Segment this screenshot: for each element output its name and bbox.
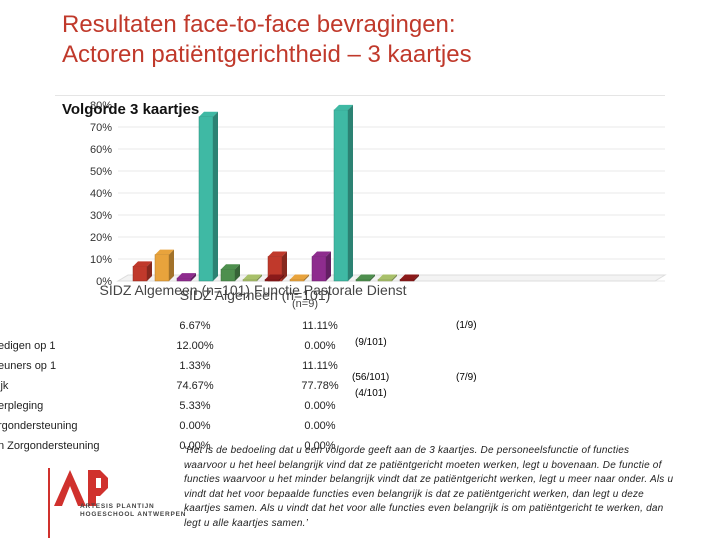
bar <box>176 277 192 282</box>
bar-top <box>177 273 196 279</box>
chart-title: Volgorde 3 kaartjes <box>62 101 199 118</box>
table-row: n Zorgondersteuning 0.00% 0.00% <box>0 440 720 458</box>
bar-top <box>221 264 240 270</box>
cell-pastoral: 0.00% <box>304 340 336 352</box>
cell-sidz: 12.00% <box>176 340 214 352</box>
ap-logo <box>48 468 108 538</box>
table-row: euners op 1 1.33% 11.11% <box>0 360 720 378</box>
y-tick-label: 40% <box>90 188 112 200</box>
row-label: rgondersteuning <box>0 420 78 432</box>
x-tick-label: SIDZ Algemeen (n=101) <box>180 287 331 303</box>
cell-pastoral: 11.11% <box>302 320 338 332</box>
count-sidz: (9/101) <box>355 337 387 348</box>
bar-top <box>290 274 309 280</box>
cell-sidz: 6.67% <box>179 320 211 332</box>
bar-top <box>133 261 152 267</box>
y-tick-label: 30% <box>90 210 112 222</box>
row-label: euners op 1 <box>0 360 57 372</box>
count-sidz: (56/101) <box>352 372 390 383</box>
bar <box>132 266 148 282</box>
bar-top <box>243 274 262 280</box>
count-pastoral: (1/9) <box>456 320 477 331</box>
bar-side <box>235 264 240 281</box>
bar-top <box>265 274 284 280</box>
logo-wordmark: ARTESIS PLANTIJN HOGESCHOOL ANTWERPEN <box>80 503 186 519</box>
count-pastoral: (7/9) <box>456 372 477 383</box>
bar-side <box>392 274 397 281</box>
bar-side <box>282 251 287 281</box>
bar-top <box>312 251 331 257</box>
bar-side <box>147 261 152 281</box>
y-tick-label: 80% <box>90 100 112 112</box>
row-label: erpleging <box>0 400 44 412</box>
table-row: erpleging 5.33% 0.00% <box>0 400 720 418</box>
slide-title-line1: Resultaten face-to-face bevragingen: <box>62 11 456 38</box>
y-tick-label: 20% <box>90 232 112 244</box>
cell-pastoral: 11.11% <box>302 360 338 372</box>
cell-pastoral: 0.00% <box>304 420 336 432</box>
divider <box>55 95 665 96</box>
table-row: rgondersteuning 0.00% 0.00% <box>0 420 720 438</box>
bar-side <box>213 111 218 281</box>
bar <box>289 279 305 282</box>
bar <box>399 279 415 282</box>
cell-sidz: 5.33% <box>179 400 211 412</box>
slide-title-line2: Actoren patiëntgerichtheid – 3 kaartjes <box>62 41 472 68</box>
logo-letter-a <box>54 470 86 506</box>
bar <box>198 116 214 282</box>
cell-sidz: 0.00% <box>179 440 211 452</box>
cell-pastoral: 0.00% <box>304 400 336 412</box>
bar-top <box>400 274 419 280</box>
bar-side <box>326 251 331 281</box>
bar-side <box>304 274 309 281</box>
bar-top <box>356 274 375 280</box>
logo-line2: HOGESCHOOL ANTWERPEN <box>80 511 187 518</box>
bar-side <box>370 274 375 281</box>
bar-top <box>378 274 397 280</box>
bar-side <box>191 273 196 281</box>
bar <box>377 279 393 282</box>
slide-title: Resultaten face-to-face bevragingen: Act… <box>62 10 472 70</box>
cell-sidz: 1.33% <box>179 360 211 372</box>
row-label: n Zorgondersteuning <box>0 440 100 452</box>
bar-side <box>414 274 419 281</box>
bar-side <box>348 104 353 281</box>
bar <box>355 279 371 282</box>
table-row: ijk 74.67% 77.78% <box>0 380 720 398</box>
cell-pastoral: 77.78% <box>301 380 339 392</box>
bar-side <box>257 274 262 281</box>
row-label: ijk <box>0 380 9 392</box>
count-sidz: (4/101) <box>355 388 387 399</box>
logo-bar <box>48 468 50 538</box>
y-tick-label: 70% <box>90 122 112 134</box>
cell-sidz: 0.00% <box>179 420 211 432</box>
bar-top <box>268 251 287 257</box>
bar-top <box>155 249 174 255</box>
y-tick-label: 10% <box>90 254 112 266</box>
x-tick-label: (n=9) <box>292 298 318 310</box>
bar <box>311 256 327 282</box>
bar <box>220 269 236 282</box>
x-tick-label: SIDZ Algemeen (n=101) Functie Pastorale … <box>100 282 407 298</box>
bar-top <box>334 104 353 110</box>
bar-top <box>199 111 218 117</box>
bar <box>154 254 170 282</box>
cell-pastoral: 0.00% <box>304 440 336 452</box>
row-label: edigen op 1 <box>0 340 56 352</box>
y-tick-label: 0% <box>96 276 112 288</box>
bar <box>242 279 258 282</box>
bar <box>333 109 349 282</box>
table-row: edigen op 1 12.00% 0.00% <box>0 340 720 358</box>
table-row: 6.67% 11.11% <box>0 320 720 338</box>
cell-sidz: 74.67% <box>176 380 214 392</box>
bar-side <box>169 249 174 281</box>
bar-chart: 0% 10% 20% 30% 40% 50% 60% 70% 80%Volgorde 3 kaa… <box>62 100 667 310</box>
y-tick-label: 50% <box>90 166 112 178</box>
logo-line1: ARTESIS PLANTIJN <box>80 503 155 510</box>
y-tick-label: 60% <box>90 144 112 156</box>
bar-side <box>279 274 284 281</box>
bar <box>264 279 280 282</box>
footnote-quote: ‘Het is de bedoeling dat u een volgorde … <box>184 445 674 529</box>
